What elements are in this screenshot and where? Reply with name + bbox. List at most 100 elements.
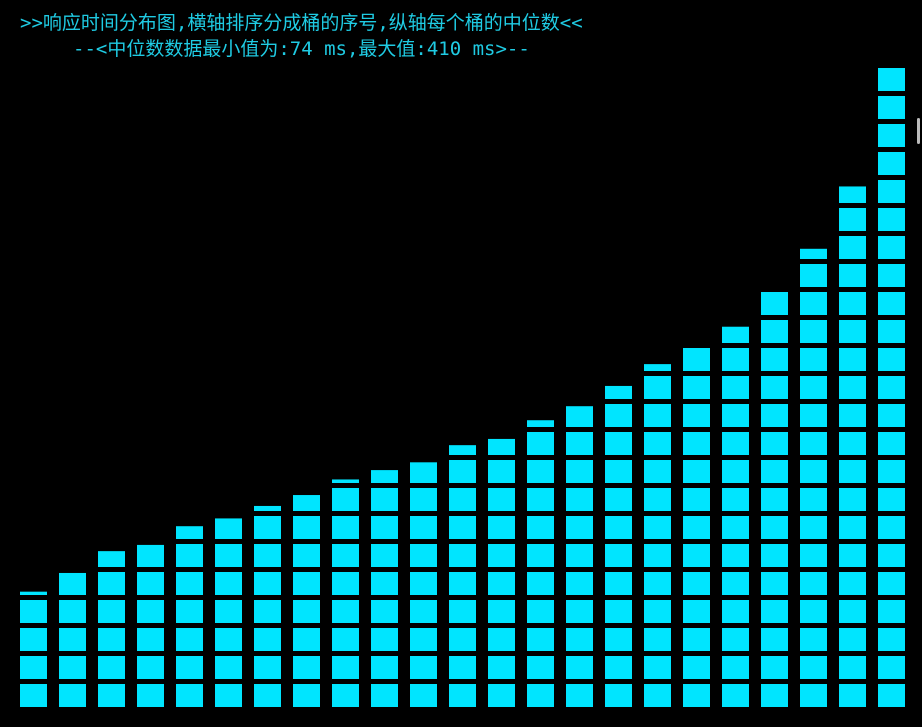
- bar-segment: [566, 572, 593, 595]
- bar-segment: [644, 432, 671, 455]
- bar-segment: [683, 516, 710, 539]
- bar-segment: [254, 684, 281, 707]
- scrollbar[interactable]: [917, 118, 920, 144]
- bar-segment: [878, 180, 905, 203]
- bar-segment: [644, 600, 671, 623]
- bar-segment: [566, 488, 593, 511]
- bar-5: [176, 526, 203, 707]
- bar-segment: [839, 656, 866, 679]
- bar-segment: [878, 488, 905, 511]
- bar-segment: [293, 572, 320, 595]
- bar-segment: [683, 404, 710, 427]
- bar-segment: [839, 320, 866, 343]
- bar-segment: [20, 628, 47, 651]
- bar-segment: [332, 516, 359, 539]
- bar-segment: [878, 684, 905, 707]
- bar-segment: [527, 516, 554, 539]
- bar-segment: [332, 628, 359, 651]
- bar-segment: [683, 572, 710, 595]
- bar-segment: [566, 544, 593, 567]
- bar-segment: [371, 470, 398, 483]
- bar-segment: [566, 600, 593, 623]
- bar-segment: [371, 516, 398, 539]
- bar-segment: [878, 460, 905, 483]
- bar-segment: [254, 544, 281, 567]
- bar-segment: [722, 376, 749, 399]
- bar-segment: [878, 628, 905, 651]
- bar-segment: [605, 385, 632, 399]
- bar-segment: [839, 236, 866, 259]
- bar-segment: [878, 96, 905, 119]
- bar-segment: [410, 628, 437, 651]
- bar-segment: [137, 628, 164, 651]
- bar-segment: [605, 544, 632, 567]
- bar-segment: [449, 628, 476, 651]
- bar-segment: [371, 572, 398, 595]
- bar-segment: [722, 348, 749, 371]
- bar-segment: [371, 628, 398, 651]
- bar-segment: [800, 376, 827, 399]
- bar-segment: [722, 460, 749, 483]
- bar-segment: [839, 572, 866, 595]
- bar-segment: [527, 572, 554, 595]
- bar-segment: [683, 488, 710, 511]
- bar-segment: [176, 628, 203, 651]
- bar-segment: [332, 479, 359, 483]
- bar-segment: [683, 348, 710, 371]
- bar-segment: [605, 488, 632, 511]
- bar-segment: [410, 462, 437, 483]
- bar-segment: [644, 628, 671, 651]
- bar-segment: [566, 460, 593, 483]
- bar-segment: [449, 460, 476, 483]
- bar-segment: [98, 656, 125, 679]
- bar-segment: [683, 432, 710, 455]
- bar-segment: [800, 404, 827, 427]
- bar-segment: [800, 684, 827, 707]
- bar-segment: [722, 628, 749, 651]
- bar-segment: [449, 445, 476, 455]
- bar-segment: [488, 656, 515, 679]
- bar-segment: [254, 572, 281, 595]
- bar-segment: [488, 628, 515, 651]
- bar-segment: [722, 432, 749, 455]
- bar-segment: [683, 684, 710, 707]
- bar-17: [644, 364, 671, 707]
- bar-segment: [449, 600, 476, 623]
- bar-8: [293, 495, 320, 707]
- bar-13: [488, 438, 515, 707]
- bar-segment: [839, 488, 866, 511]
- bar-segment: [59, 600, 86, 623]
- bar-segment: [878, 68, 905, 91]
- bar-segment: [839, 186, 866, 203]
- bar-segment: [722, 600, 749, 623]
- bar-segment: [800, 248, 827, 259]
- bar-segment: [800, 628, 827, 651]
- bar-segment: [98, 572, 125, 595]
- bar-segment: [410, 488, 437, 511]
- bar-segment: [527, 432, 554, 455]
- bar-15: [566, 406, 593, 707]
- bar-segment: [527, 488, 554, 511]
- bar-segment: [683, 544, 710, 567]
- bar-segment: [527, 656, 554, 679]
- bar-segment: [566, 516, 593, 539]
- bar-segment: [215, 628, 242, 651]
- bar-segment: [800, 544, 827, 567]
- bar-segment: [761, 292, 788, 315]
- bar-segment: [176, 684, 203, 707]
- bar-segment: [488, 544, 515, 567]
- bar-segment: [410, 516, 437, 539]
- bar-segment: [839, 348, 866, 371]
- bar-segment: [878, 264, 905, 287]
- bar-segment: [761, 348, 788, 371]
- bar-21: [800, 248, 827, 707]
- bar-segment: [644, 364, 671, 371]
- bar-7: [254, 505, 281, 707]
- bar-segment: [254, 600, 281, 623]
- bar-segment: [605, 516, 632, 539]
- bar-segment: [761, 488, 788, 511]
- bar-segment: [488, 600, 515, 623]
- bar-segment: [878, 432, 905, 455]
- bar-segment: [644, 684, 671, 707]
- bar-segment: [644, 544, 671, 567]
